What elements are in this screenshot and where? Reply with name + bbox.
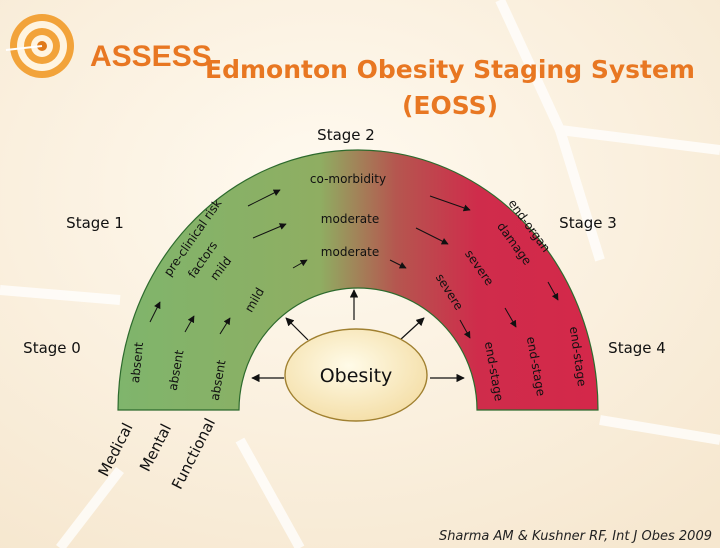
functional-moderate: moderate (321, 245, 379, 259)
page-title: Edmonton Obesity Staging System (205, 55, 695, 84)
obesity-hub: Obesity (251, 289, 465, 422)
stage-3-label: Stage 3 (559, 214, 617, 232)
medical-absent: absent (128, 341, 146, 383)
brand-text: ASSESS (90, 40, 212, 73)
progression-arrows (149, 189, 559, 339)
page-title-abbrev: (EOSS) (402, 91, 498, 120)
citation: Sharma AM & Kushner RF, Int J Obes 2009 (439, 529, 712, 544)
mental-moderate: moderate (321, 212, 379, 226)
obesity-label: Obesity (320, 365, 393, 387)
stage-0-label: Stage 0 (23, 339, 81, 357)
medical-comorbidity: co-morbidity (310, 172, 386, 186)
staging-arc (117, 149, 599, 411)
stage-2-label: Stage 2 (317, 126, 375, 144)
stage-1-label: Stage 1 (66, 214, 124, 232)
stage-4-label: Stage 4 (608, 339, 666, 357)
obesity-ellipse (284, 328, 428, 422)
assess-logo: ASSESS (5, 14, 212, 78)
